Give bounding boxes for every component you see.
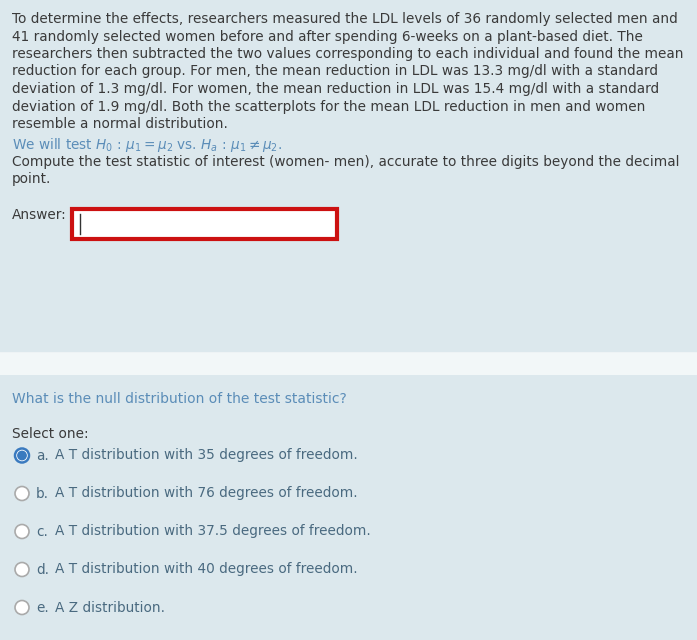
Text: point.: point. xyxy=(12,173,52,186)
Text: d.: d. xyxy=(36,563,49,577)
Circle shape xyxy=(15,563,29,577)
Text: b.: b. xyxy=(36,486,49,500)
Circle shape xyxy=(15,449,29,463)
FancyBboxPatch shape xyxy=(72,209,337,239)
Text: A T distribution with 76 degrees of freedom.: A T distribution with 76 degrees of free… xyxy=(55,486,358,500)
Text: c.: c. xyxy=(36,525,48,538)
FancyBboxPatch shape xyxy=(0,352,697,375)
Text: researchers then subtracted the two values corresponding to each individual and : researchers then subtracted the two valu… xyxy=(12,47,684,61)
Text: What is the null distribution of the test statistic?: What is the null distribution of the tes… xyxy=(12,392,346,406)
Circle shape xyxy=(18,451,26,460)
Text: A T distribution with 35 degrees of freedom.: A T distribution with 35 degrees of free… xyxy=(55,449,358,463)
Text: Answer:: Answer: xyxy=(12,208,67,222)
Text: Select one:: Select one: xyxy=(12,427,89,441)
Text: deviation of 1.9 mg/dl. Both the scatterplots for the mean LDL reduction in men : deviation of 1.9 mg/dl. Both the scatter… xyxy=(12,99,645,113)
Text: deviation of 1.3 mg/dl. For women, the mean reduction in LDL was 15.4 mg/dl with: deviation of 1.3 mg/dl. For women, the m… xyxy=(12,82,659,96)
Circle shape xyxy=(15,525,29,538)
Circle shape xyxy=(15,486,29,500)
Text: resemble a normal distribution.: resemble a normal distribution. xyxy=(12,117,228,131)
Circle shape xyxy=(15,600,29,614)
Text: A T distribution with 40 degrees of freedom.: A T distribution with 40 degrees of free… xyxy=(55,563,358,577)
Text: A T distribution with 37.5 degrees of freedom.: A T distribution with 37.5 degrees of fr… xyxy=(55,525,371,538)
Text: 41 randomly selected women before and after spending 6-weeks on a plant-based di: 41 randomly selected women before and af… xyxy=(12,29,643,44)
Text: reduction for each group. For men, the mean reduction in LDL was 13.3 mg/dl with: reduction for each group. For men, the m… xyxy=(12,65,658,79)
FancyBboxPatch shape xyxy=(0,353,697,375)
Text: A Z distribution.: A Z distribution. xyxy=(55,600,165,614)
Text: e.: e. xyxy=(36,600,49,614)
Text: To determine the effects, researchers measured the LDL levels of 36 randomly sel: To determine the effects, researchers me… xyxy=(12,12,677,26)
Text: Compute the test statistic of interest (women- men), accurate to three digits be: Compute the test statistic of interest (… xyxy=(12,155,680,169)
Text: a.: a. xyxy=(36,449,49,463)
Text: We will test $\mathit{H}_0$ : $\mu_1 = \mu_2$ vs. $\mathit{H}_a$ : $\mu_1 \neq \: We will test $\mathit{H}_0$ : $\mu_1 = \… xyxy=(12,136,282,154)
